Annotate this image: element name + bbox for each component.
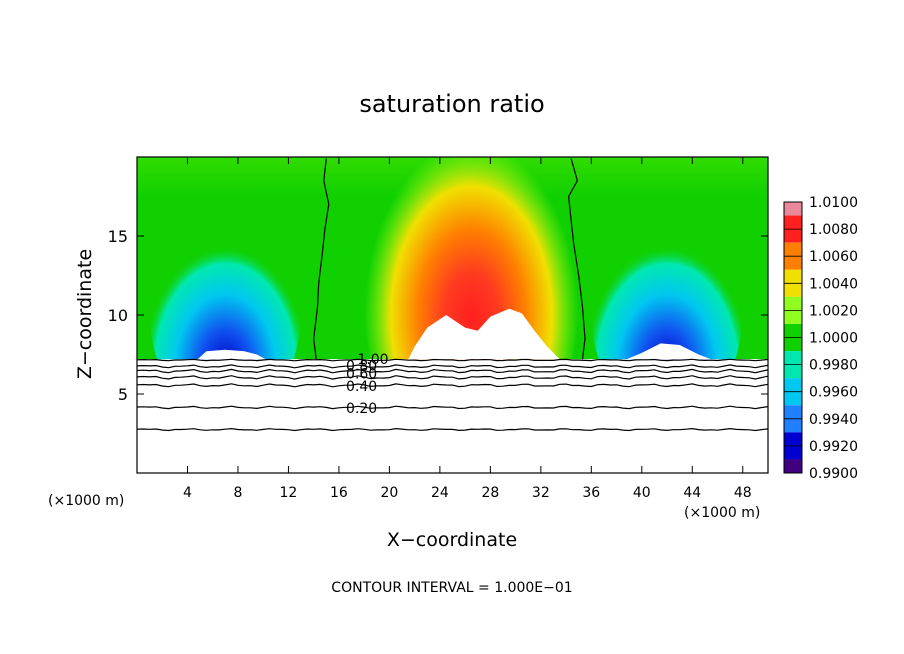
colorbar-swatch [784, 323, 802, 338]
contour-label-text: 0.80 [346, 359, 377, 375]
saturation-field [137, 157, 768, 473]
contour-label-text: 0.60 [346, 366, 377, 382]
contour-label: 1.00 [357, 352, 388, 368]
colorbar-swatch [784, 351, 802, 365]
x-tick-label: 24 [431, 485, 449, 501]
colorbar-label: 0.9920 [809, 439, 858, 455]
y-axis-label: Z−coordinate [74, 249, 96, 379]
y-tick-label: 5 [118, 385, 128, 404]
x-tick-label: 20 [380, 485, 398, 501]
colorbar: 1.0100 1.0080 1.0060 1.0040 1.0020 1.0000 0.99… [783, 195, 858, 482]
x-tick-label: 44 [683, 485, 701, 501]
x-axis-ticks: 4 8 12 16 20 24 28 32 36 40 44 48 [183, 157, 752, 501]
contour-label: 0.60 [346, 366, 377, 382]
colorbar-swatch [784, 256, 802, 270]
contour-label-text: 1.00 [357, 352, 388, 368]
colorbar-swatch [784, 269, 802, 284]
x-tick-label: 8 [233, 485, 242, 501]
contour-1-00-left [313, 158, 330, 360]
colorbar-swatch [784, 378, 802, 392]
colorbar-label: 1.0020 [809, 303, 858, 319]
colorbar-swatch [784, 364, 802, 379]
colorbar-label: 0.9960 [809, 385, 858, 401]
y-tick-label: 10 [108, 306, 128, 325]
colorbar-swatch [784, 405, 802, 419]
colorbar-swatch [784, 337, 802, 352]
x-unit-right: (×1000 m) [684, 505, 760, 521]
x-tick-label: 32 [532, 485, 550, 501]
cloud-left [197, 349, 266, 360]
y-axis-ticks: 5 10 15 [108, 227, 768, 404]
x-axis-label: X−coordinate [387, 529, 517, 551]
colorbar-swatch [784, 296, 802, 311]
colorbar-swatch [784, 229, 802, 243]
x-tick-label: 36 [582, 485, 600, 501]
contour-label-text: 0.20 [346, 401, 377, 417]
colorbar-swatch [784, 283, 802, 297]
colorbar-label: 1.0000 [809, 331, 858, 347]
contour-interval-footer: CONTOUR INTERVAL = 1.000E−01 [331, 580, 572, 596]
x-unit-left: (×1000 m) [48, 493, 124, 509]
contour-label: 0.20 [346, 401, 377, 417]
x-tick-label: 40 [633, 485, 651, 501]
x-tick-label: 4 [183, 485, 192, 501]
colorbar-label: 1.0080 [809, 222, 858, 238]
cloud-center [408, 308, 560, 360]
colorbar-label: 0.9940 [809, 412, 858, 428]
colorbar-swatch [784, 202, 802, 216]
plot-area: 1.000.800.600.400.20 4 8 12 16 20 24 28 32 36 40 4… [108, 156, 769, 501]
contour-0-90 [136, 364, 769, 369]
colorbar-swatch [784, 432, 802, 446]
contour-label: 0.40 [346, 379, 377, 395]
colorbar-swatch [784, 445, 802, 460]
colorbar-swatch [784, 418, 802, 433]
colorbar-label: 0.9900 [809, 466, 858, 482]
contour-1-00-base [136, 358, 769, 362]
x-tick-label: 16 [330, 485, 348, 501]
contour-0-80 [136, 368, 769, 374]
contour-1-00-right [567, 158, 586, 360]
x-tick-label: 12 [280, 485, 298, 501]
chart-title: saturation ratio [359, 90, 544, 118]
contour-0-20 [136, 405, 769, 410]
x-tick-label: 48 [734, 485, 752, 501]
colorbar-swatch [784, 310, 802, 324]
colorbar-swatch [784, 215, 802, 230]
colorbar-swatch [784, 242, 802, 257]
contour-0-60 [136, 375, 769, 380]
colorbar-label: 1.0040 [809, 276, 858, 292]
contour-0-40 [136, 383, 769, 388]
colorbar-label: 1.0100 [809, 195, 858, 211]
colorbar-label: 1.0060 [809, 249, 858, 265]
y-tick-label: 15 [108, 227, 128, 246]
colorbar-swatch [784, 391, 802, 406]
x-tick-label: 28 [481, 485, 499, 501]
colorbar-swatch [784, 459, 802, 473]
contour-label: 0.80 [346, 359, 377, 375]
contour-label-text: 0.40 [346, 379, 377, 395]
contour-0-10 [136, 427, 769, 432]
contour-lines: 1.000.800.600.40 0.20 [136, 158, 769, 432]
colorbar-label: 0.9980 [809, 358, 858, 374]
cloud-right [626, 343, 712, 360]
